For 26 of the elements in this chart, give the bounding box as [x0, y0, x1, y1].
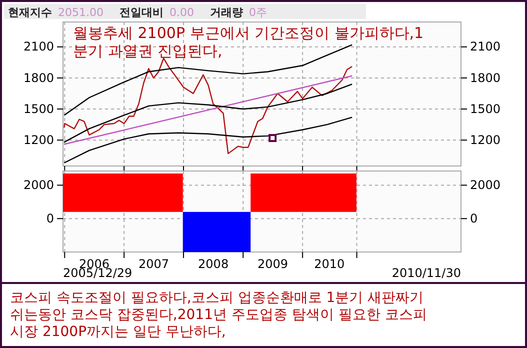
- text: 거래량: [210, 6, 243, 19]
- text: 0.00: [170, 6, 194, 19]
- text: 전일대비: [120, 6, 164, 19]
- y2-tick-label: 1200: [470, 132, 501, 147]
- x-tick-label: 2010: [314, 257, 345, 272]
- text: 현재지수: [8, 6, 52, 19]
- y-tick-label: 0: [46, 211, 54, 226]
- line-series: [64, 44, 353, 116]
- x-tick-label: 2008: [198, 257, 229, 272]
- y2-tick-label: 0: [470, 211, 478, 226]
- y-tick-label: 1500: [23, 102, 54, 116]
- y2-tick-label: 1500: [470, 102, 501, 116]
- y-tick-label: 1200: [23, 132, 54, 147]
- text: 코스피 속도조절이 필요하다,코스피 업종순환매로 1분기 새판짜기 쉬는동안 코스닥 잡중된다,2011년 주도업종 탐색이 필요한 코스피 시장 2100P까지는 일단 무난하다,: [10, 290, 427, 340]
- y-tick-label: 2000: [23, 178, 54, 192]
- text: 2010/11/30: [392, 266, 461, 280]
- y-tick-label: 1800: [23, 70, 54, 85]
- x-tick-label: 2007: [138, 257, 169, 272]
- text: 0주: [249, 6, 267, 19]
- y2-tick-label: 2000: [470, 178, 501, 192]
- y2-tick-label: 1800: [470, 70, 501, 85]
- text: 월봉추세 2100P 부근에서 기간조정이 불가피하다,1 분기 과열권 진입된다,: [73, 24, 424, 60]
- y2-tick-label: 2100: [470, 40, 501, 54]
- y-tick-label: 2100: [23, 40, 54, 54]
- x-tick-label: 2009: [257, 257, 288, 272]
- text: 2051.00: [58, 6, 104, 19]
